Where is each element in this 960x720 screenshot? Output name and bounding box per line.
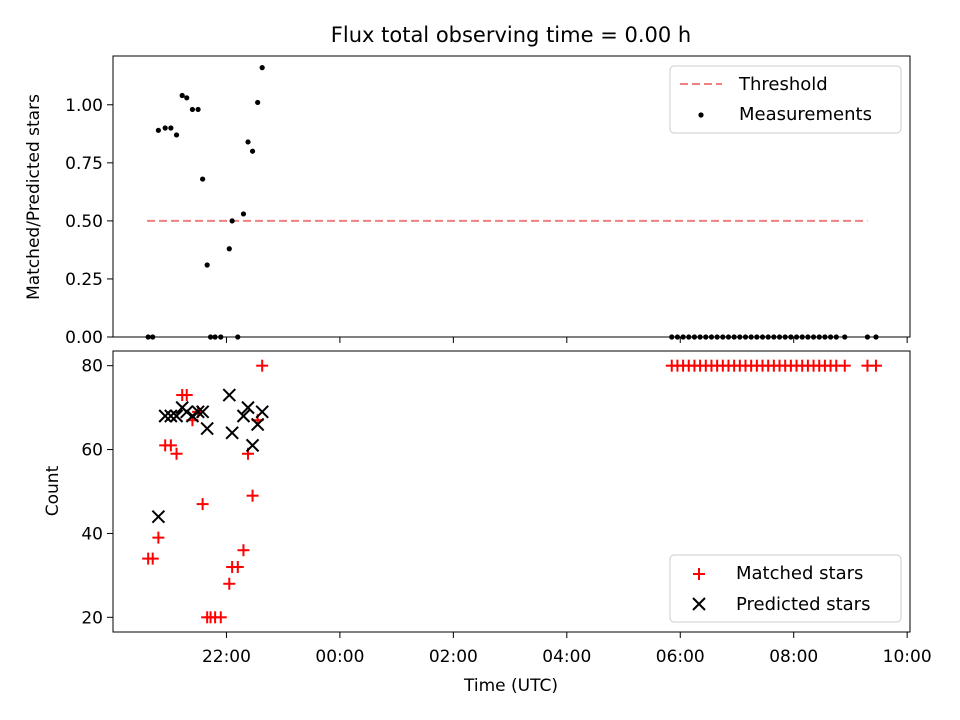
measurement-point [200,176,206,182]
count-y-tick-label: 80 [81,357,103,377]
count-y-tick-label: 20 [81,608,103,628]
ratio-y-tick-label: 0.25 [65,270,103,290]
count-legend: Matched stars Predicted stars [669,554,902,623]
x-tick-label: 00:00 [315,647,364,667]
measurement-point [240,211,247,217]
predicted-star-point [158,409,172,423]
count-y-axis-label: Count [43,465,63,516]
predicted-star-point [180,405,194,419]
ratio-y-tick-label: 0.75 [65,154,103,174]
legend-predicted-label: Predicted stars [736,594,870,615]
predicted-star-point [185,409,200,423]
matched-star-point [237,544,250,557]
count-plot-area [142,359,882,624]
ratio-y-axis-label: Matched/Predicted stars [24,94,44,300]
predicted-star-point [222,388,236,402]
predicted-star-point [225,426,239,440]
matched-star-point [869,359,882,372]
measurement-point [229,218,235,224]
legend-matched-label: Matched stars [736,563,863,584]
measurement-point [173,132,180,138]
measurement-point [249,148,256,154]
ratio-y-tick-label: 0.50 [65,212,103,232]
measurement-point [179,92,185,99]
ratio-x-ticks [225,337,908,343]
matched-star-point [256,359,269,372]
legend-threshold-label: Threshold [738,74,828,95]
ratio-y-ticks: 0.00 0.25 0.50 0.75 1.00 [65,96,113,348]
ratio-legend: Threshold Measurements [669,65,902,134]
predicted-star-point [200,421,214,436]
ratio-y-tick-label: 0.00 [65,328,103,348]
x-tick-label: 04:00 [542,647,591,667]
measurement-point [226,246,232,252]
x-tick-label: 22:00 [202,647,251,667]
predicted-star-point [250,417,265,432]
ratio-legend-box [669,65,902,134]
count-legend-box [669,554,902,623]
legend-measurements-swatch [698,112,704,118]
ratio-y-tick-label: 1.00 [65,96,103,116]
measurement-point [168,125,174,131]
count-y-tick-label: 60 [81,441,103,461]
matched-star-point [838,359,851,372]
matched-star-point [170,447,183,460]
ratio-axes-frame [112,55,911,338]
measurement-point [184,95,190,101]
x-axis-label: Time (UTC) [463,676,558,696]
matched-star-point [180,389,193,402]
measurement-point [195,106,201,113]
predicted-star-point [164,409,178,423]
panel-count: 20 40 60 80 22:00 00:00 02:00 04:00 06:00 08:00 1… [43,350,932,696]
matched-star-point [152,531,165,544]
chart-title: Flux total observing time = 0.00 h [331,23,691,47]
panel-ratio: 0.00 0.25 0.50 0.75 1.00 Matched/Predicted s… [24,55,911,348]
count-y-ticks: 20 40 60 80 [81,357,113,628]
predicted-star-point [195,405,210,419]
count-axes-frame [112,350,911,633]
matched-star-point [146,552,159,565]
measurement-point [162,125,168,131]
measurement-point [189,106,196,113]
measurement-point [259,65,265,71]
legend-predicted-swatch [692,597,706,611]
predicted-star-point [169,409,184,423]
predicted-star-point [236,409,251,423]
count-x-ticks: 22:00 00:00 02:00 04:00 06:00 08:00 10:00 [202,632,932,667]
matched-star-point [196,498,209,511]
predicted-star-point [151,509,166,524]
measurement-point [245,139,251,145]
count-y-tick-label: 40 [81,524,103,544]
measurement-point [155,127,161,133]
predicted-star-point [255,405,269,419]
measurement-point [204,262,210,268]
predicted-star-point [241,400,255,415]
x-tick-label: 06:00 [656,647,705,667]
legend-matched-swatch [693,568,705,580]
x-tick-label: 10:00 [883,647,932,667]
matched-star-point [246,489,259,502]
matched-star-point [231,560,244,573]
x-tick-label: 08:00 [769,647,818,667]
matched-star-point [223,577,236,590]
legend-measurements-label: Measurements [739,104,872,125]
predicted-star-point [191,405,205,419]
matched-star-point [164,439,177,452]
predicted-star-point [245,438,260,453]
x-tick-label: 02:00 [429,647,478,667]
measurement-point [255,99,261,106]
matched-star-point [214,611,227,624]
